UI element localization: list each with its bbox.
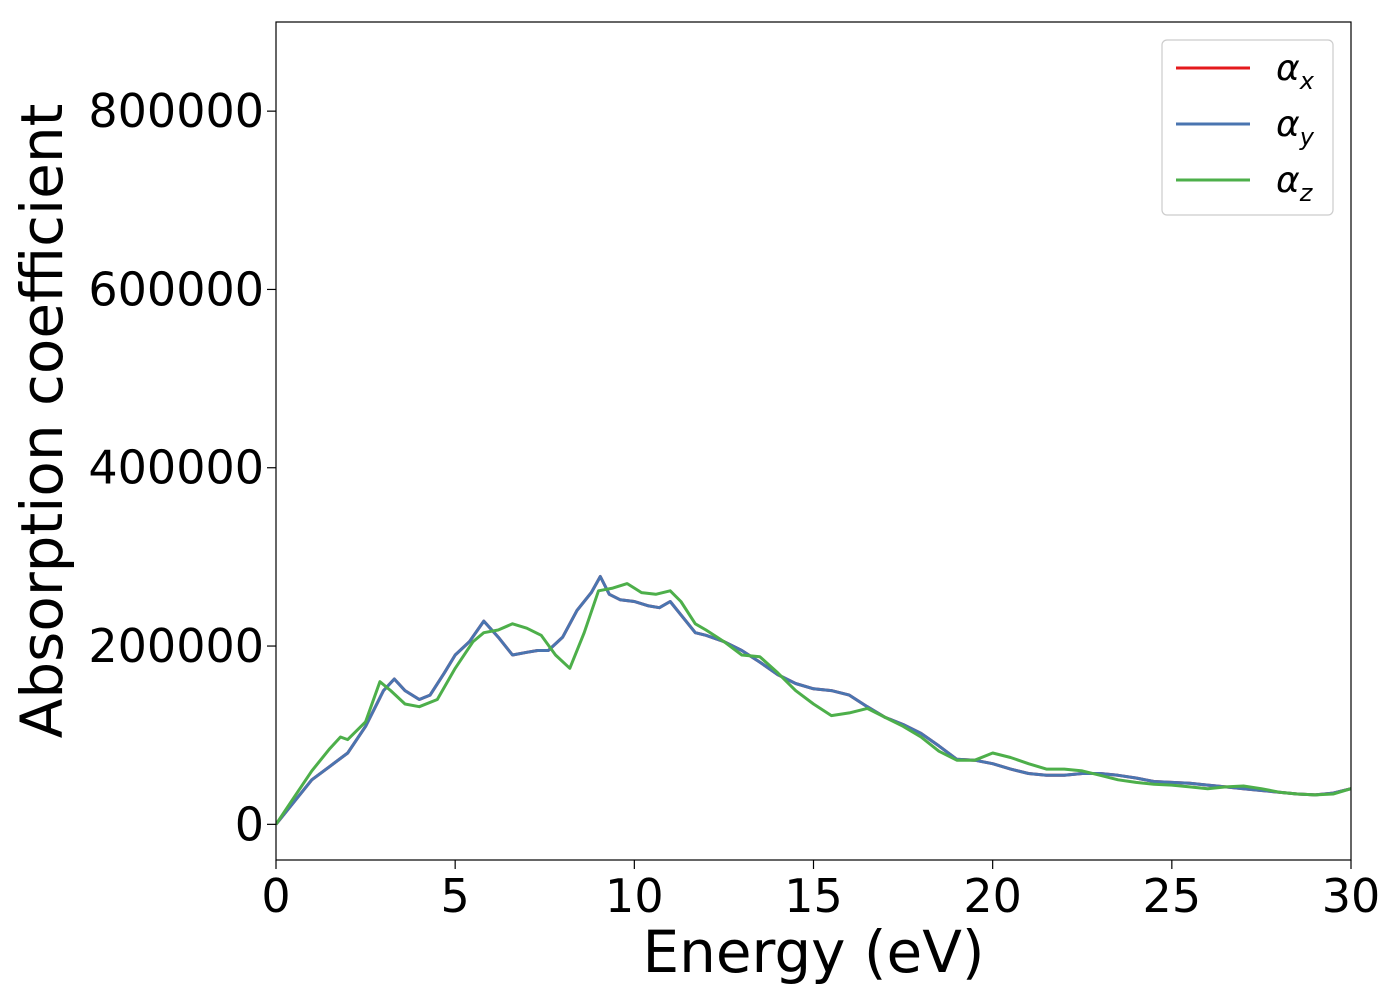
x-tick-label: 10 <box>605 869 664 923</box>
x-tick-label: 15 <box>784 869 843 923</box>
legend-label-alpha-y: αy <box>1276 104 1315 151</box>
legend: αx αy αz <box>1161 39 1334 216</box>
legend-label-alpha-z: αz <box>1276 160 1314 207</box>
x-axis: 0 5 10 15 20 25 30 <box>261 860 1380 923</box>
x-tick-label: 30 <box>1322 869 1381 923</box>
legend-box <box>1161 39 1334 216</box>
y-tick-label: 0 <box>235 797 264 851</box>
y-axis: 0 200000 400000 600000 800000 <box>88 84 276 851</box>
y-tick-label: 800000 <box>88 84 264 138</box>
y-tick-label: 400000 <box>88 441 264 495</box>
y-tick-label: 600000 <box>88 262 264 316</box>
series-line-alpha-y <box>276 575 1351 826</box>
x-tick-label: 0 <box>261 869 290 923</box>
x-tick-label: 25 <box>1143 869 1202 923</box>
x-tick-label: 20 <box>963 869 1022 923</box>
series-layer <box>276 575 1351 826</box>
x-axis-title: Energy (eV) <box>642 918 984 986</box>
legend-label-alpha-x: αx <box>1276 48 1315 95</box>
y-tick-label: 200000 <box>88 619 264 673</box>
series-line-alpha-z <box>276 582 1351 826</box>
x-tick-label: 5 <box>441 869 470 923</box>
y-axis-title: Absorption coefficient <box>8 104 76 739</box>
